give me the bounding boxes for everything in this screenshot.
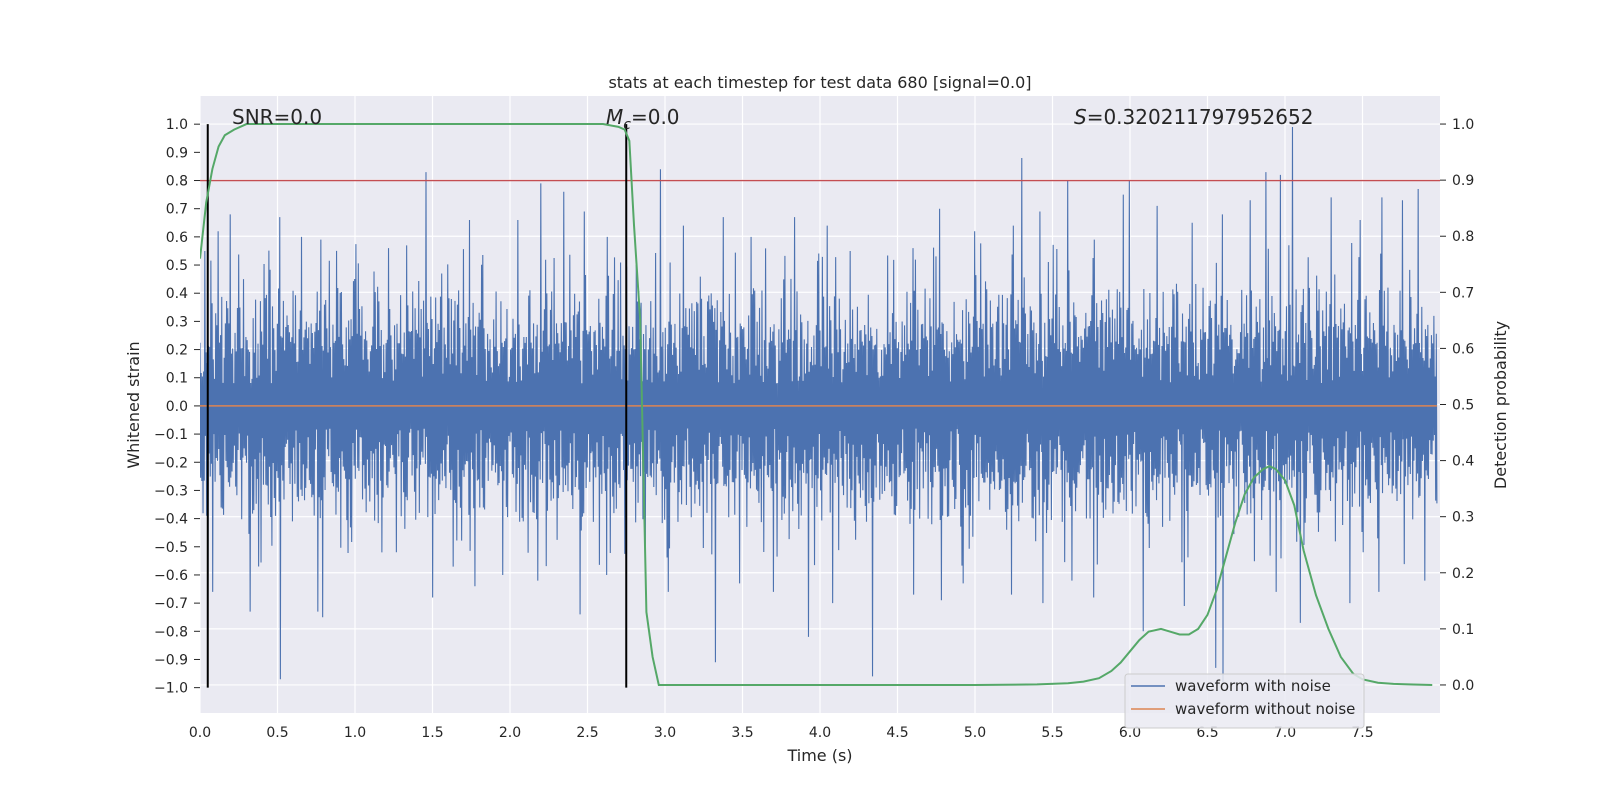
s-statistic-annotation: S=0.320211797952652 — [1074, 105, 1313, 129]
y-right-tick-label: 0.2 — [1452, 566, 1474, 582]
x-tick-label: 6.5 — [1196, 725, 1218, 741]
y-right-tick-label: 0.5 — [1452, 398, 1474, 414]
s-statistic-value: =0.320211797952652 — [1087, 105, 1314, 129]
y-right-tick-label: 0.7 — [1452, 285, 1474, 301]
y-left-tick-label: 0.5 — [166, 258, 188, 274]
y-right-axis-ticks: 1.0 0.9 0.8 0.7 0.6 0.5 0.4 0.3 0.2 0.1 0.0 — [1440, 117, 1474, 694]
x-tick-label: 3.0 — [654, 725, 676, 741]
s-statistic-symbol: S — [1074, 105, 1087, 129]
legend-label-waveform-without-noise: waveform without noise — [1175, 700, 1355, 718]
x-tick-label: 2.0 — [499, 725, 521, 741]
y-right-tick-label: 0.1 — [1452, 622, 1474, 638]
x-tick-label: 1.5 — [421, 725, 443, 741]
chirp-mass-subscript: c — [623, 117, 631, 133]
series-waveform-with-noise — [200, 126, 1438, 683]
y-right-tick-label: 0.0 — [1452, 678, 1474, 694]
x-tick-label: 5.0 — [964, 725, 986, 741]
x-tick-label: 6.0 — [1119, 725, 1141, 741]
y-left-axis-ticks: 1.0 0.9 0.8 0.7 0.6 0.5 0.4 0.3 0.2 0.1 0.0 −0.1 −0.… — [154, 117, 200, 697]
chirp-mass-annotation: Mc=0.0 — [606, 105, 680, 133]
x-axis-ticks: 0.0 0.5 1.0 1.5 2.0 2.5 3.0 3.5 4.0 4.5 5.0 5.5 6.0 6… — [189, 725, 1374, 741]
y-right-tick-label: 0.4 — [1452, 454, 1474, 470]
y-left-tick-label: 0.7 — [166, 202, 188, 218]
x-tick-label: 5.5 — [1041, 725, 1063, 741]
x-tick-label: 4.0 — [809, 725, 831, 741]
y-left-tick-label: −0.9 — [154, 652, 188, 668]
chirp-mass-symbol: M — [606, 105, 623, 129]
event-markers — [206, 124, 628, 688]
y-left-tick-label: −1.0 — [154, 681, 188, 697]
legend-box — [1124, 673, 1365, 729]
legend-label-waveform-with-noise: waveform with noise — [1175, 677, 1331, 695]
y-left-tick-label: 0.9 — [166, 145, 188, 161]
x-tick-label: 4.5 — [886, 725, 908, 741]
y-right-tick-label: 0.8 — [1452, 229, 1474, 245]
y-left-tick-label: −0.3 — [154, 483, 188, 499]
y-left-tick-label: 0.2 — [166, 343, 188, 359]
y-left-tick-label: 0.8 — [166, 174, 188, 190]
y-left-tick-label: 0.6 — [166, 230, 188, 246]
y-left-tick-label: 1.0 — [166, 117, 188, 133]
chirp-mass-value: =0.0 — [631, 105, 680, 129]
y-left-tick-label: −0.1 — [154, 427, 188, 443]
y-left-tick-label: 0.1 — [166, 371, 188, 387]
x-tick-label: 2.5 — [576, 725, 598, 741]
x-tick-label: 3.5 — [731, 725, 753, 741]
y-left-tick-label: −0.4 — [154, 512, 188, 528]
y-right-axis-label: Detection probability — [1491, 321, 1510, 489]
y-right-tick-label: 0.9 — [1452, 173, 1474, 189]
legend: waveform with noise waveform without noi… — [1124, 673, 1365, 729]
y-right-tick-label: 1.0 — [1452, 117, 1474, 133]
y-right-tick-label: 0.6 — [1452, 341, 1474, 357]
x-tick-label: 1.0 — [344, 725, 366, 741]
x-tick-label: 7.0 — [1274, 725, 1296, 741]
y-left-tick-label: −0.7 — [154, 596, 188, 612]
y-left-tick-label: −0.6 — [154, 568, 188, 584]
y-left-tick-label: −0.2 — [154, 455, 188, 471]
y-left-tick-label: 0.4 — [166, 286, 188, 302]
y-left-tick-label: 0.3 — [166, 314, 188, 330]
x-axis-label: Time (s) — [786, 746, 852, 765]
x-tick-label: 0.0 — [189, 725, 211, 741]
y-right-tick-label: 0.3 — [1452, 510, 1474, 526]
y-left-tick-label: −0.8 — [154, 624, 188, 640]
snr-annotation: SNR=0.0 — [232, 105, 322, 129]
x-tick-label: 0.5 — [266, 725, 288, 741]
y-left-axis-label: Whitened strain — [124, 341, 143, 468]
chart-title: stats at each timestep for test data 680… — [608, 73, 1031, 92]
y-left-tick-label: 0.0 — [166, 399, 188, 415]
x-tick-label: 7.5 — [1351, 725, 1373, 741]
series-detection-probability — [200, 123, 1433, 686]
y-left-tick-label: −0.5 — [154, 540, 188, 556]
